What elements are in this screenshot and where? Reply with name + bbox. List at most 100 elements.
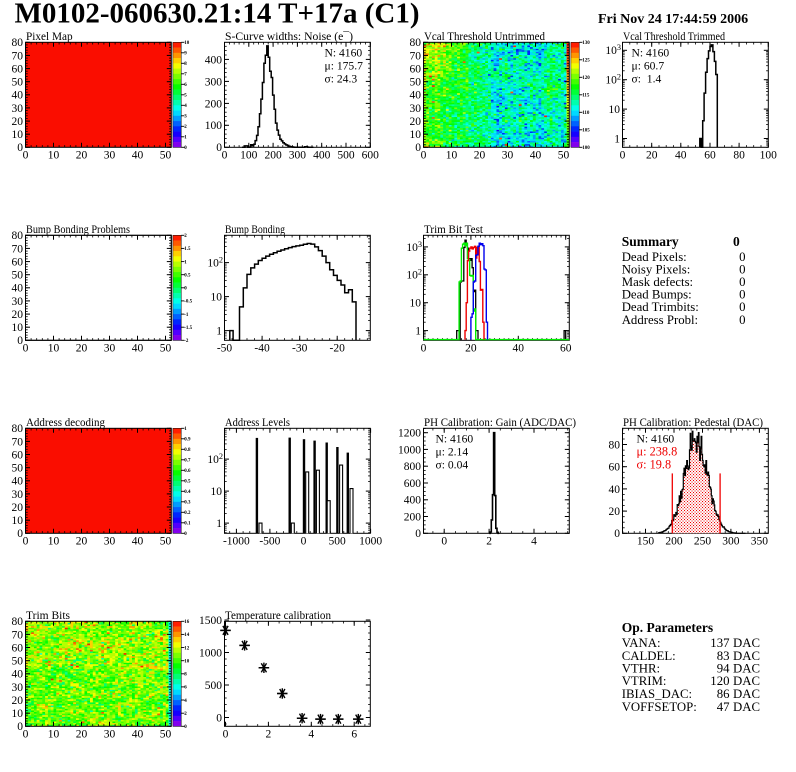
svg-text:1000: 1000 [398,444,421,456]
svg-text:4: 4 [531,536,537,548]
svg-text:6: 6 [184,686,187,691]
svg-text:0: 0 [415,528,421,540]
svg-text:86: 86 [717,687,730,701]
svg-text:10: 10 [48,729,60,741]
svg-text:0: 0 [733,234,740,249]
svg-text:200: 200 [264,150,282,162]
svg-text:0: 0 [184,532,187,537]
svg-text:4: 4 [308,729,314,741]
svg-text:1.5: 1.5 [184,247,191,252]
svg-text:40: 40 [132,536,144,548]
svg-text:1: 1 [216,518,222,530]
svg-text:20: 20 [76,150,88,162]
svg-text:102: 102 [605,73,621,87]
svg-text:30: 30 [410,103,422,115]
svg-text:10: 10 [48,536,60,548]
svg-text:103: 103 [406,240,422,254]
svg-text:70: 70 [410,50,422,62]
svg-text:20: 20 [465,343,477,355]
svg-text:40: 40 [132,729,144,741]
svg-text:20: 20 [410,116,422,128]
svg-text:N: 4160: N: 4160 [637,432,675,445]
svg-text:102: 102 [406,268,422,282]
svg-text:50: 50 [160,343,172,355]
svg-text:80: 80 [733,150,745,162]
svg-text:10: 10 [12,708,24,720]
svg-text:PH Calibration: Gain (ADC/DAC): PH Calibration: Gain (ADC/DAC) [424,415,576,429]
svg-text:12: 12 [184,646,190,651]
svg-text:0: 0 [739,262,745,276]
svg-text:0: 0 [23,729,29,741]
svg-text:300: 300 [722,536,740,548]
svg-text:0.5: 0.5 [184,274,191,279]
svg-text:Noisy Pixels:: Noisy Pixels: [622,262,691,276]
svg-text:0: 0 [23,536,29,548]
svg-text:80: 80 [12,230,24,242]
svg-text:4: 4 [184,699,187,704]
svg-text:0.2: 0.2 [184,511,191,516]
svg-text:1: 1 [184,427,187,432]
svg-text:N: 4160: N: 4160 [632,46,670,59]
svg-text:30: 30 [502,150,514,162]
svg-text:10: 10 [48,150,60,162]
svg-text:40: 40 [132,150,144,162]
svg-text:40: 40 [12,90,24,102]
svg-text:-0.5: -0.5 [184,300,192,305]
svg-text:0: 0 [184,287,187,292]
svg-text:200: 200 [665,536,683,548]
svg-text:0: 0 [17,528,23,540]
svg-text:0: 0 [620,150,626,162]
svg-text:50: 50 [160,536,172,548]
svg-text:Op. Parameters: Op. Parameters [622,620,713,635]
svg-text:DAC: DAC [733,700,760,714]
svg-text:1: 1 [184,136,187,141]
svg-text:10: 10 [609,104,621,116]
svg-text:30: 30 [104,343,116,355]
svg-text:0.5: 0.5 [184,480,191,485]
svg-text:30: 30 [12,682,24,694]
svg-text:94: 94 [717,662,730,676]
svg-text:Address decoding: Address decoding [26,415,105,429]
svg-text:50: 50 [12,270,24,282]
svg-text:Trim Bits: Trim Bits [26,608,70,622]
svg-text:0: 0 [739,300,745,314]
svg-text:500: 500 [328,536,346,548]
svg-text:20: 20 [76,536,88,548]
svg-text:S-Curve widths: Noise (e¯): S-Curve widths: Noise (e¯) [225,29,353,43]
svg-text:-500: -500 [259,536,280,548]
svg-text:150: 150 [637,536,655,548]
svg-text:30: 30 [104,729,116,741]
svg-text:600: 600 [362,150,380,162]
svg-text:0: 0 [216,142,222,154]
svg-text:20: 20 [76,729,88,741]
svg-text:0: 0 [415,142,421,154]
svg-text:6: 6 [351,729,357,741]
svg-text:300: 300 [205,76,223,88]
svg-text:5: 5 [184,94,187,99]
svg-text:0: 0 [739,288,745,302]
svg-text:10: 10 [446,150,458,162]
svg-text:μ: 2.14: μ: 2.14 [436,445,469,458]
svg-text:Address Probl:: Address Probl: [622,313,698,327]
svg-text:0: 0 [739,250,745,264]
svg-text:Dead Bumps:: Dead Bumps: [622,288,692,302]
svg-text:Address Levels: Address Levels [225,415,290,429]
svg-text:10: 10 [211,486,223,498]
svg-text:250: 250 [694,536,712,548]
svg-text:1200: 1200 [398,428,421,440]
svg-text:100: 100 [240,150,258,162]
svg-text:60: 60 [704,150,716,162]
svg-text:0: 0 [301,536,307,548]
svg-text:30: 30 [12,489,24,501]
svg-text:50: 50 [12,656,24,668]
svg-text:120: 120 [582,76,590,81]
svg-text:40: 40 [12,669,24,681]
svg-text:60: 60 [12,642,24,654]
svg-text:0: 0 [216,712,222,724]
svg-text:2: 2 [184,125,187,130]
svg-text:200: 200 [205,98,223,110]
svg-text:110: 110 [582,111,590,116]
svg-text:DAC: DAC [733,649,760,663]
svg-text:1: 1 [415,326,421,338]
svg-text:115: 115 [582,94,590,99]
